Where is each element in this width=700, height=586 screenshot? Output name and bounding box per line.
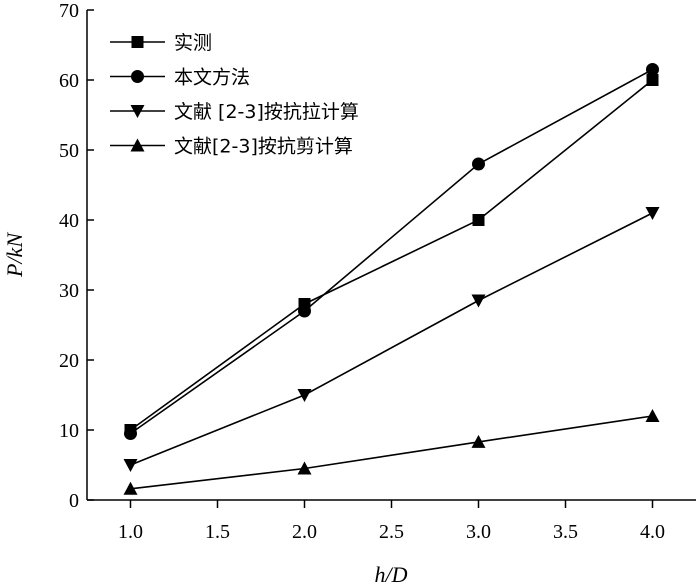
data-point-circle [298, 304, 311, 318]
y-tick-label: 30 [59, 280, 79, 302]
y-tick-label: 50 [59, 140, 79, 162]
data-point-circle [646, 63, 659, 76]
x-tick-label: 1.5 [205, 521, 230, 543]
data-point-circle [131, 70, 144, 83]
series-1 [124, 63, 659, 440]
legend-label: 本文方法 [174, 67, 250, 89]
series-line [130, 68, 653, 435]
y-tick-label: 20 [59, 350, 79, 372]
x-tick-label: 1.0 [118, 521, 143, 543]
y-tick-label: 0 [69, 490, 79, 512]
legend-item: 文献 [2-3]按抗拉计算 [110, 101, 359, 123]
data-point-triangle-down [645, 207, 660, 220]
data-point-square [472, 214, 485, 226]
legend-label: 实测 [174, 32, 212, 54]
data-point-triangle-up [645, 409, 660, 422]
data-point-circle [124, 427, 137, 440]
y-tick-label: 70 [59, 0, 79, 22]
series-line [130, 79, 654, 431]
data-point-triangle-down [123, 459, 138, 472]
data-point-triangle-down [297, 389, 312, 402]
data-point-triangle-down [471, 294, 486, 308]
data-point-circle [472, 157, 485, 171]
series-layer [123, 63, 660, 495]
data-point-triangle-up [130, 138, 145, 152]
x-tick-label: 3.5 [553, 521, 578, 543]
data-point-square [646, 74, 659, 86]
x-tick-label: 3.0 [466, 521, 491, 543]
y-axis-title: P/kN [2, 232, 27, 278]
data-point-triangle-up [471, 434, 486, 448]
legend-item: 本文方法 [110, 67, 250, 89]
x-tick-label: 4.0 [640, 521, 665, 543]
legend-label: 文献 [2-3]按抗拉计算 [174, 101, 359, 123]
legend-item: 文献[2-3]按抗剪计算 [110, 136, 353, 158]
y-tick-label: 60 [59, 70, 79, 92]
x-axis-title: h/D [375, 562, 408, 586]
x-tick-label: 2.5 [379, 521, 404, 543]
data-point-triangle-down [130, 105, 145, 118]
legend-item: 实测 [110, 32, 212, 54]
data-point-triangle-up [123, 481, 138, 495]
y-ticks: 0 10 20 30 40 50 60 70 [59, 0, 94, 512]
series-line [130, 415, 653, 490]
data-point-square [131, 36, 144, 48]
legend-label: 文献[2-3]按抗剪计算 [174, 136, 353, 158]
series-line [130, 212, 653, 466]
series-3 [123, 409, 660, 495]
series-2 [123, 207, 660, 472]
x-ticks: 1.0 1.5 2.0 2.5 3.0 3.5 4.0 [118, 500, 665, 543]
y-tick-label: 10 [59, 420, 79, 442]
x-tick-label: 2.0 [292, 521, 317, 543]
data-point-triangle-up [297, 461, 312, 475]
y-tick-label: 40 [59, 210, 79, 232]
